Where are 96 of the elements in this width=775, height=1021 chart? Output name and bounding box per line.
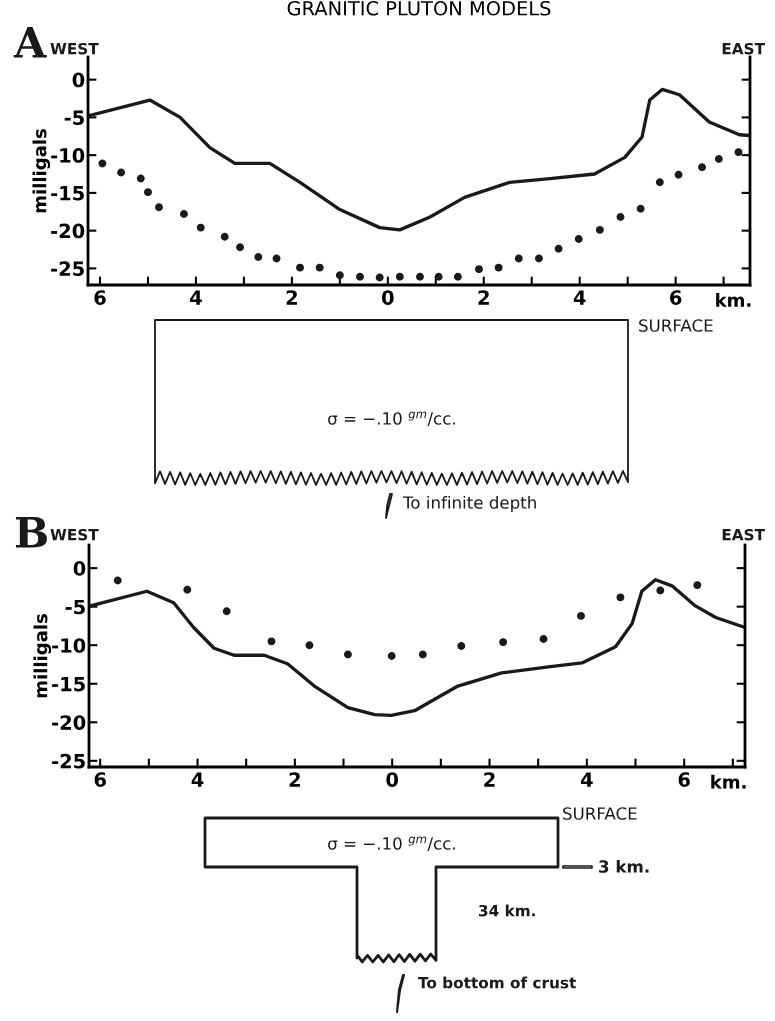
point xyxy=(577,611,585,620)
y-tick-label: -10 xyxy=(51,148,85,163)
text: WEST xyxy=(50,528,99,541)
x-tick-label: 2 xyxy=(286,290,297,305)
y-tick-label: 0 xyxy=(73,561,86,576)
point xyxy=(595,225,604,234)
x-tick-label: 2 xyxy=(484,772,495,787)
x-tick-label: 6 xyxy=(94,772,106,787)
point xyxy=(222,607,231,616)
x-tick-label: 4 xyxy=(190,290,202,305)
point xyxy=(387,652,396,660)
point xyxy=(356,272,364,281)
text: A xyxy=(13,27,47,58)
text: 34 km. xyxy=(479,904,535,917)
point xyxy=(144,188,152,197)
point xyxy=(113,576,122,585)
point xyxy=(196,223,205,232)
x-tick-label: 6 xyxy=(94,290,106,305)
point xyxy=(714,154,723,163)
point xyxy=(179,210,188,218)
y-tick-label: -10 xyxy=(52,638,86,653)
point xyxy=(554,244,563,253)
x-tick-label: 2 xyxy=(289,772,300,787)
line-series xyxy=(88,87,750,232)
point xyxy=(254,253,263,262)
text: SURFACE xyxy=(639,319,713,332)
y-tick-label: 0 xyxy=(72,72,85,88)
x-tick-label: 0 xyxy=(386,772,399,787)
point xyxy=(236,243,245,252)
point xyxy=(616,593,625,602)
y-axis-title: milligals xyxy=(33,614,52,698)
x-tick-label: 6 xyxy=(670,290,682,305)
text: To bottom of crust xyxy=(418,976,576,989)
y-tick-label: -15 xyxy=(52,676,85,692)
point xyxy=(655,178,664,187)
point xyxy=(514,254,523,263)
point xyxy=(698,163,706,172)
text: To infinite depth xyxy=(402,495,536,513)
point xyxy=(395,272,404,281)
point xyxy=(475,265,483,274)
text: EAST xyxy=(722,528,765,541)
point xyxy=(98,159,107,168)
text: EAST xyxy=(722,42,765,55)
x-tick-label: 2 xyxy=(478,290,489,305)
point xyxy=(305,641,314,650)
x-tick-label: 4 xyxy=(573,290,586,305)
point xyxy=(183,585,192,594)
point xyxy=(296,263,304,272)
point xyxy=(656,586,665,595)
x-tick-label: 4 xyxy=(580,772,593,787)
point xyxy=(693,581,702,590)
point xyxy=(375,273,384,282)
y-tick-label: -25 xyxy=(51,261,84,277)
point xyxy=(117,168,126,177)
point xyxy=(343,650,352,659)
y-axis-title: milligals xyxy=(32,129,51,213)
point xyxy=(539,635,548,643)
text: 3 km. xyxy=(599,859,649,873)
x-tick-label: 0 xyxy=(381,290,394,305)
text: SURFACE xyxy=(563,807,637,820)
y-tick-label: -25 xyxy=(52,753,85,769)
y-tick-label: -5 xyxy=(65,599,85,615)
x-axis-title: km. xyxy=(716,292,751,307)
point xyxy=(220,232,229,241)
x-axis-title: km. xyxy=(711,774,746,789)
point xyxy=(155,203,163,212)
text: WEST xyxy=(50,42,99,55)
point xyxy=(335,271,344,280)
chart-title: GRANITIC PLUTON MODELS xyxy=(287,0,551,16)
point xyxy=(494,263,503,272)
point xyxy=(416,272,424,281)
point xyxy=(457,642,466,650)
y-tick-label: -5 xyxy=(64,110,84,126)
x-tick-label: 6 xyxy=(678,772,690,787)
point xyxy=(136,174,145,183)
y-tick-label: -15 xyxy=(51,186,84,201)
point xyxy=(418,650,427,659)
y-tick-label: -20 xyxy=(52,715,86,730)
text: σ = −.10 $^{gm}$/cc. xyxy=(328,836,455,852)
point xyxy=(636,204,645,213)
point xyxy=(453,272,462,281)
line-series xyxy=(89,578,745,718)
point xyxy=(574,234,583,243)
x-tick-label: 4 xyxy=(191,772,204,787)
point xyxy=(734,148,743,157)
text: σ = −.10 $^{gm}$/cc. xyxy=(328,411,455,427)
point xyxy=(674,170,683,179)
point xyxy=(272,254,281,263)
point xyxy=(534,254,543,263)
point xyxy=(499,638,508,647)
text: B xyxy=(15,517,47,548)
y-tick-label: -20 xyxy=(51,223,85,239)
point xyxy=(315,263,324,272)
point xyxy=(267,637,276,646)
point xyxy=(616,213,625,222)
point xyxy=(434,272,443,281)
